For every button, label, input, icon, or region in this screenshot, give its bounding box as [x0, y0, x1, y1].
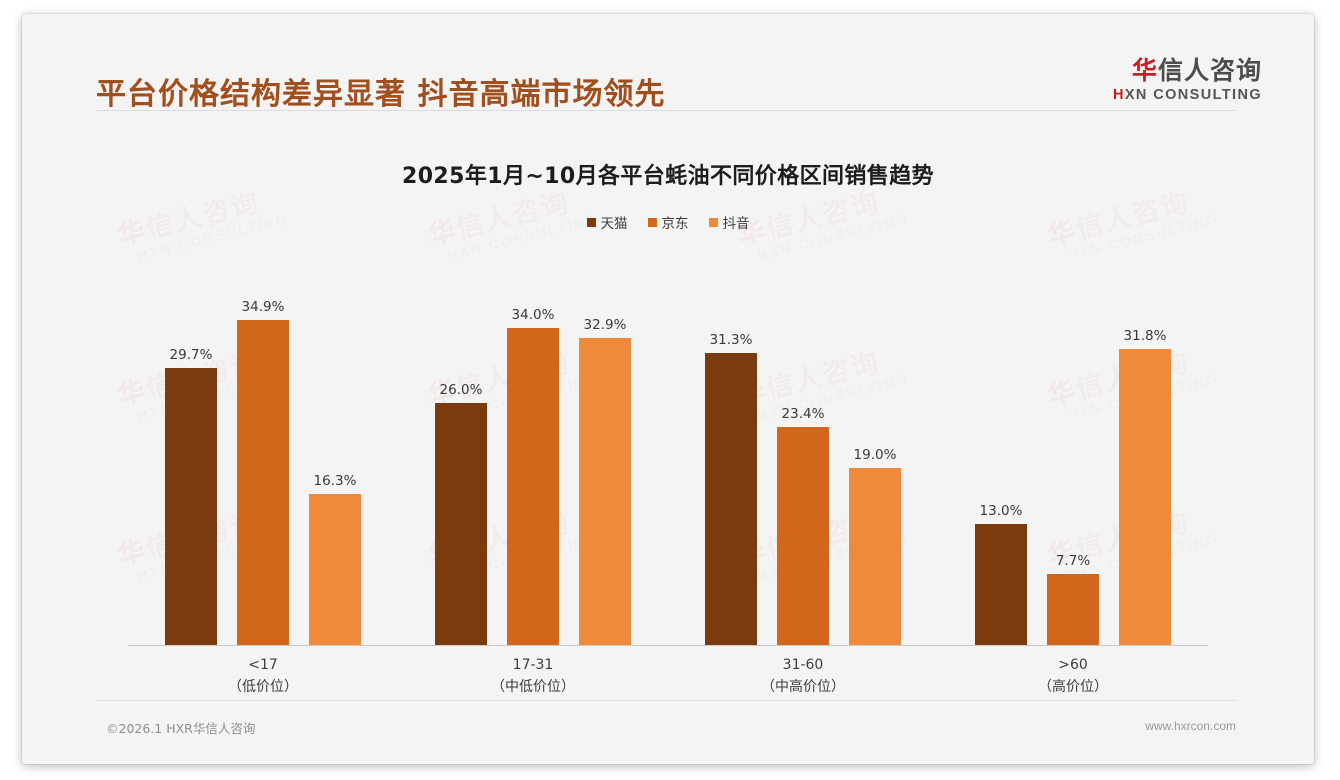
- bar[interactable]: [849, 468, 901, 646]
- bar-group-1: 29.7% 34.9% 16.3%: [128, 246, 398, 646]
- legend-swatch-icon: [586, 217, 596, 227]
- legend-label: 抖音: [722, 216, 750, 232]
- x-axis-label-tier: （中高价位）: [761, 678, 845, 695]
- x-axis-category-labels: <17 （低价位） 17-31 （中低价位） 31-60 （中高价位） >60 （高价位）: [128, 655, 1208, 698]
- footer-copyright: ©2026.1 HXR华信人咨询: [106, 721, 256, 736]
- x-axis-label-tier: （中低价位）: [491, 678, 575, 695]
- bar-value-label: 31.8%: [1123, 327, 1167, 344]
- bar-value-label: 7.7%: [1055, 553, 1091, 570]
- bar[interactable]: [165, 368, 217, 646]
- slide-header: 平台价格结构差异显著 抖音高端市场领先 华信人咨询 HXN CONSULTING: [22, 14, 1314, 122]
- chart-plot-area: 29.7% 34.9% 16.3% 26.0% 34.0% 32.9% 31.3% 23.4%…: [128, 246, 1208, 646]
- logo-english-name: HXN CONSULTING: [1113, 87, 1262, 103]
- x-axis-label-3: 31-60 （中高价位）: [668, 655, 938, 698]
- bar-column: 26.0%: [435, 246, 487, 646]
- bar-column: 34.9%: [237, 246, 289, 646]
- slide: 华信人咨询 HXN CONSULTING 华信人咨询 HXN CONSULTING 华信…: [22, 14, 1314, 764]
- bar-column: 31.3%: [705, 246, 757, 646]
- x-axis-label-tier: （低价位）: [228, 678, 298, 695]
- x-axis-label-2: 17-31 （中低价位）: [398, 655, 668, 698]
- bar-column: 29.7%: [165, 246, 217, 646]
- x-axis-label-range: 17-31: [512, 657, 554, 673]
- bar-column: 34.0%: [507, 246, 559, 646]
- footer-website[interactable]: www.hxrcon.com: [1145, 719, 1236, 733]
- bar[interactable]: [1119, 348, 1171, 646]
- bar-column: 7.7%: [1047, 246, 1099, 646]
- footer-divider: [96, 700, 1236, 701]
- x-axis-label-4: >60 （高价位）: [938, 655, 1208, 698]
- bar[interactable]: [777, 427, 829, 646]
- logo-char-hua: 华: [1131, 56, 1158, 85]
- chart-container: 2025年1月~10月各平台蚝油不同价格区间销售趋势 天猫 京东 抖音 29.7% 3…: [22, 122, 1314, 700]
- bar-column: 19.0%: [849, 246, 901, 646]
- x-axis-label-tier: （高价位）: [1038, 678, 1108, 695]
- bar[interactable]: [975, 524, 1027, 646]
- bar-groups: 29.7% 34.9% 16.3% 26.0% 34.0% 32.9% 31.3% 23.4%…: [128, 246, 1208, 646]
- bar[interactable]: [1047, 574, 1099, 646]
- x-axis-label-1: <17 （低价位）: [128, 655, 398, 698]
- legend-swatch-icon: [647, 217, 657, 227]
- bar-value-label: 29.7%: [169, 347, 213, 364]
- bar-value-label: 34.0%: [511, 307, 555, 324]
- legend-item-2[interactable]: 京东: [647, 212, 689, 232]
- x-axis-line: [128, 645, 1208, 646]
- logo-chinese-name: 华信人咨询: [1113, 56, 1262, 85]
- bar-value-label: 19.0%: [853, 447, 897, 464]
- bar-value-label: 32.9%: [583, 317, 627, 334]
- bar[interactable]: [507, 328, 559, 646]
- page-title: 平台价格结构差异显著 抖音高端市场领先: [96, 77, 666, 112]
- bar-value-label: 26.0%: [439, 381, 483, 398]
- bar[interactable]: [579, 338, 631, 646]
- x-axis-label-range: <17: [248, 657, 278, 673]
- chart-title: 2025年1月~10月各平台蚝油不同价格区间销售趋势: [402, 164, 934, 189]
- bar-column: 16.3%: [309, 246, 361, 646]
- brand-logo: 华信人咨询 HXN CONSULTING: [1113, 56, 1262, 103]
- bar-value-label: 23.4%: [781, 406, 825, 423]
- bar-value-label: 13.0%: [979, 503, 1023, 520]
- bar[interactable]: [705, 353, 757, 646]
- bar-column: 23.4%: [777, 246, 829, 646]
- legend-swatch-icon: [708, 217, 718, 227]
- bar[interactable]: [237, 319, 289, 646]
- bar-group-4: 13.0% 7.7% 31.8%: [938, 246, 1208, 646]
- logo-chinese-rest: 信人咨询: [1157, 56, 1262, 85]
- legend-label: 京东: [661, 216, 689, 232]
- bar-group-2: 26.0% 34.0% 32.9%: [398, 246, 668, 646]
- bar[interactable]: [309, 493, 361, 646]
- logo-en-mark: H: [1112, 87, 1125, 104]
- bar-value-label: 31.3%: [709, 332, 753, 349]
- bar-value-label: 16.3%: [313, 472, 357, 489]
- bar[interactable]: [435, 402, 487, 646]
- legend-label: 天猫: [600, 216, 628, 232]
- x-axis-label-range: >60: [1058, 657, 1088, 673]
- bar-value-label: 34.9%: [241, 298, 285, 315]
- bar-column: 31.8%: [1119, 246, 1171, 646]
- logo-en-rest: XN CONSULTING: [1124, 87, 1262, 104]
- bar-column: 32.9%: [579, 246, 631, 646]
- bar-group-3: 31.3% 23.4% 19.0%: [668, 246, 938, 646]
- bar-column: 13.0%: [975, 246, 1027, 646]
- legend-item-3[interactable]: 抖音: [708, 212, 750, 232]
- x-axis-label-range: 31-60: [782, 657, 824, 673]
- header-divider: [96, 110, 1236, 111]
- legend-item-1[interactable]: 天猫: [586, 212, 628, 232]
- chart-legend: 天猫 京东 抖音: [22, 212, 1314, 232]
- slide-footer: ©2026.1 HXR华信人咨询 www.hxrcon.com: [22, 700, 1314, 764]
